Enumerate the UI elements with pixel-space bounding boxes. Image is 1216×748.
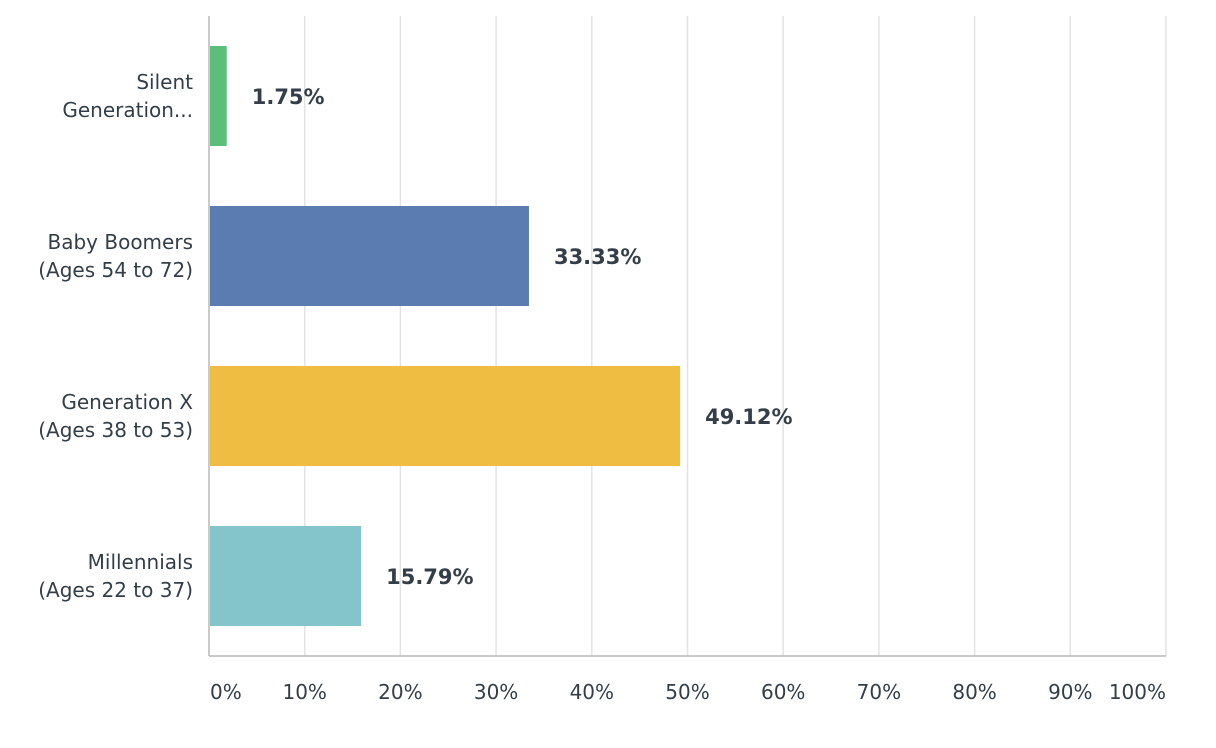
x-tick-label: 100% [1109,680,1166,704]
category-label: Silent Generation... [62,70,193,122]
bar-1 [210,206,529,306]
value-label: 33.33% [554,245,641,269]
x-tick-label: 50% [665,680,709,704]
category-label: Millennials (Ages 22 to 37) [38,550,193,602]
x-tick-label: 70% [857,680,901,704]
x-tick-label: 0% [210,680,242,704]
bars [210,46,681,626]
x-tick-label: 80% [952,680,996,704]
value-label: 1.75% [252,85,325,109]
x-tick-label: 40% [570,680,614,704]
gridlines [303,16,1167,656]
bar-3 [210,526,362,626]
value-label: 49.12% [705,405,792,429]
x-tick-label: 60% [761,680,805,704]
labels: Silent Generation... 1.75% Baby Boomers (Age… [38,70,1166,704]
bar-2 [210,366,681,466]
x-tick-label: 30% [474,680,518,704]
category-label: Generation X (Ages 38 to 53) [38,390,193,442]
category-label: Baby Boomers (Ages 54 to 72) [38,230,193,282]
x-tick-label: 90% [1048,680,1092,704]
x-tick-label: 20% [378,680,422,704]
x-tick-label: 10% [282,680,326,704]
value-label: 15.79% [386,565,473,589]
bar-0 [210,46,227,146]
axes [208,16,1166,657]
